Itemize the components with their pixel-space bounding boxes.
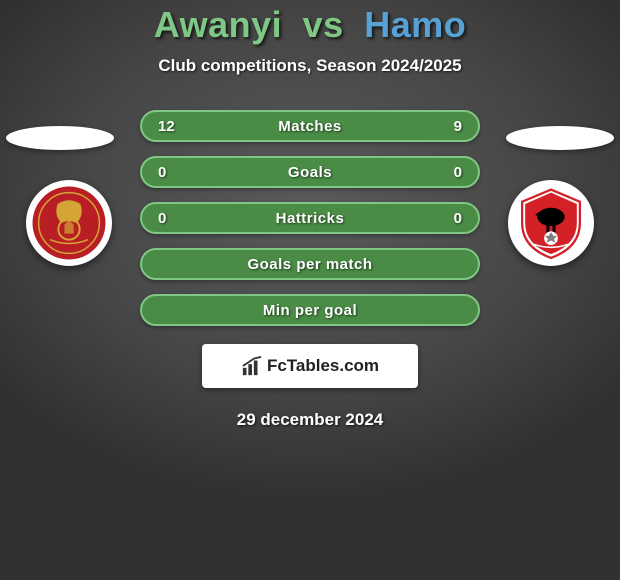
- chart-icon: [241, 355, 263, 377]
- player1-platform: [6, 126, 114, 150]
- stat-row: 0Goals0: [140, 156, 480, 188]
- stat-right-value: 9: [432, 118, 462, 135]
- stat-label: Hattricks: [188, 210, 432, 227]
- stat-right-value: 0: [432, 164, 462, 181]
- stat-left-value: 0: [158, 210, 188, 227]
- stat-row: 12Matches9: [140, 110, 480, 142]
- player2-name: Hamo: [364, 4, 466, 45]
- stat-label: Matches: [188, 118, 432, 135]
- site-name: FcTables.com: [267, 356, 379, 376]
- stats-table: 12Matches90Goals00Hattricks0Goals per ma…: [140, 110, 480, 326]
- subtitle: Club competitions, Season 2024/2025: [158, 56, 461, 76]
- site-logo[interactable]: FcTables.com: [202, 344, 418, 388]
- stat-left-value: 12: [158, 118, 188, 135]
- crest-right-icon: [513, 185, 589, 261]
- snapshot-date: 29 december 2024: [237, 410, 384, 430]
- stat-label: Goals per match: [188, 256, 432, 273]
- crest-left-icon: [31, 185, 107, 261]
- stat-row: 0Hattricks0: [140, 202, 480, 234]
- stat-row: Goals per match: [140, 248, 480, 280]
- stat-label: Goals: [188, 164, 432, 181]
- vs-text: vs: [303, 4, 344, 45]
- stat-label: Min per goal: [188, 302, 432, 319]
- team-badge-right: [508, 180, 594, 266]
- stat-left-value: 0: [158, 164, 188, 181]
- player1-name: Awanyi: [154, 4, 282, 45]
- stat-row: Min per goal: [140, 294, 480, 326]
- comparison-title: Awanyi vs Hamo: [154, 4, 467, 46]
- stat-right-value: 0: [432, 210, 462, 227]
- player2-platform: [506, 126, 614, 150]
- team-badge-left: [26, 180, 112, 266]
